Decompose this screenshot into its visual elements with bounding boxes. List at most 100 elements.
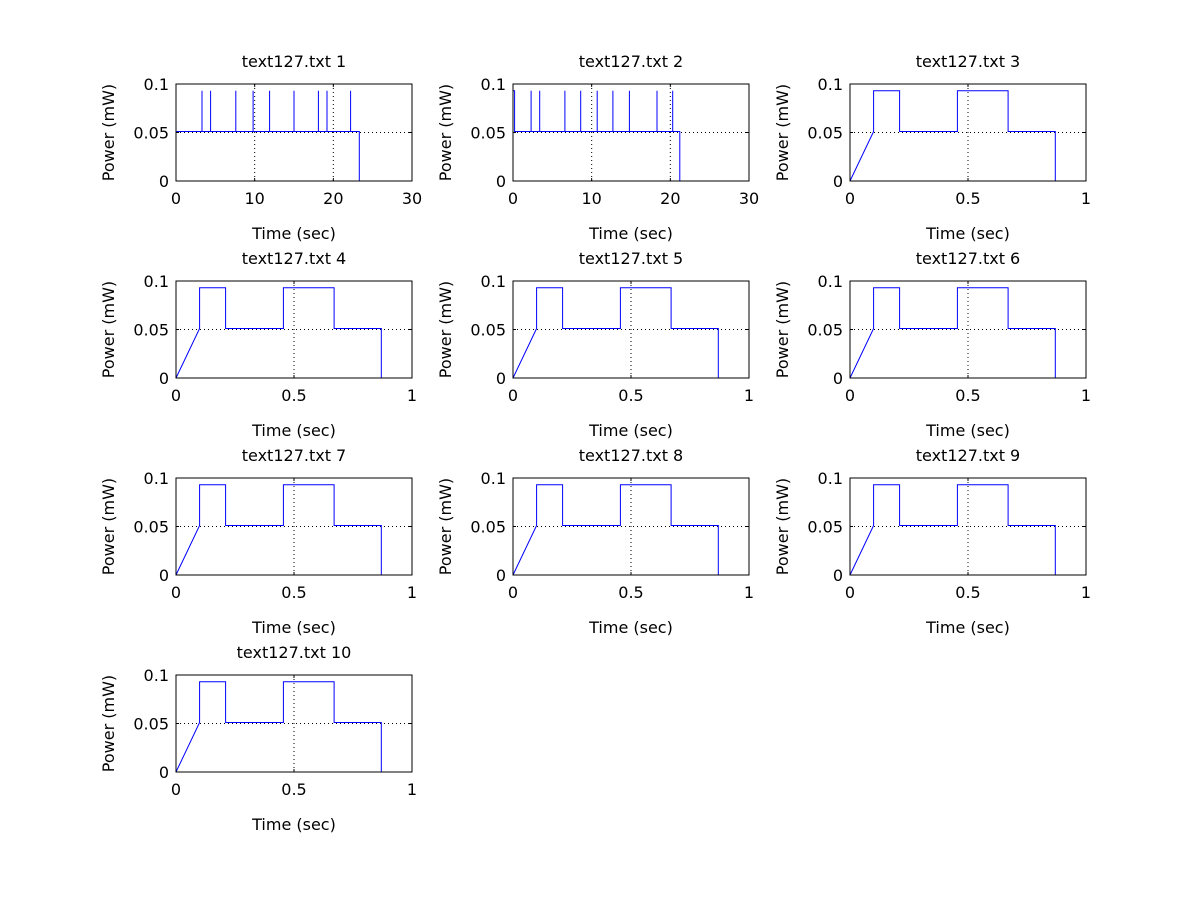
series-line [175,681,382,773]
x-tick-label: 0.5 [618,386,643,405]
x-tick-label: 1 [1081,386,1091,405]
subplot-title: text127.txt 9 [916,446,1020,465]
x-tick-label: 1 [407,780,417,799]
subplot-title: text127.txt 6 [916,249,1020,268]
y-tick-label: 0.05 [133,518,169,537]
x-tick-label: 10 [244,189,264,208]
series-line [175,484,382,576]
x-tick-label: 1 [1081,189,1091,208]
x-tick-label: 30 [739,189,759,208]
x-tick-label: 30 [402,189,422,208]
y-tick-label: 0 [159,566,169,585]
y-tick-label: 0.1 [818,469,843,488]
y-tick-label: 0.05 [470,518,506,537]
series-line [175,90,360,181]
x-axis-label: Time (sec) [588,224,673,243]
y-axis-label: Power (mW) [773,84,792,181]
y-axis-label: Power (mW) [99,281,118,378]
y-tick-label: 0.1 [818,75,843,94]
series-line [512,484,719,576]
y-tick-label: 0.1 [144,469,169,488]
x-axis-label: Time (sec) [251,815,336,834]
subplot-title: text127.txt 7 [242,446,346,465]
y-tick-label: 0.1 [144,666,169,685]
y-tick-label: 0 [496,172,506,191]
subplot-1: 0 10 20 30 0 0.05 0.1 text127.txt 1 Time (sec) Po… [99,52,422,243]
y-tick-label: 0.1 [144,75,169,94]
x-tick-label: 0 [845,386,855,405]
x-tick-label: 0 [845,583,855,602]
y-tick-label: 0 [496,369,506,388]
subplot-4: 0 0.5 1 0 0.05 0.1 text127.txt 4 Time (sec) Powe… [99,249,417,440]
series-line [849,90,1056,182]
y-axis-label: Power (mW) [99,478,118,575]
y-axis-label: Power (mW) [436,84,455,181]
x-tick-label: 0 [171,386,181,405]
x-tick-label: 10 [581,189,601,208]
y-tick-label: 0.1 [481,469,506,488]
series-line [175,287,382,379]
x-tick-label: 0 [845,189,855,208]
y-tick-label: 0 [833,566,843,585]
subplot-7: 0 0.5 1 0 0.05 0.1 text127.txt 7 Time (sec) Powe… [99,446,417,637]
x-axis-label: Time (sec) [251,224,336,243]
x-tick-label: 0.5 [955,583,980,602]
y-tick-label: 0.05 [470,321,506,340]
x-tick-label: 0 [171,189,181,208]
x-axis-label: Time (sec) [925,618,1010,637]
y-tick-label: 0.1 [818,272,843,291]
x-tick-label: 0 [171,780,181,799]
x-tick-label: 1 [407,583,417,602]
subplot-title: text127.txt 4 [242,249,346,268]
x-tick-label: 1 [744,583,754,602]
x-tick-label: 0.5 [281,386,306,405]
series-line [849,287,1056,379]
y-tick-label: 0.1 [144,272,169,291]
subplot-title: text127.txt 1 [242,52,346,71]
subplot-6: 0 0.5 1 0 0.05 0.1 text127.txt 6 Time (sec) Powe… [773,249,1091,440]
y-axis-label: Power (mW) [99,84,118,181]
x-tick-label: 0 [508,583,518,602]
y-axis-label: Power (mW) [436,478,455,575]
y-tick-label: 0 [833,369,843,388]
subplot-2: 0 10 20 30 0 0.05 0.1 text127.txt 2 Time (sec) Po… [436,52,759,243]
y-axis-label: Power (mW) [436,281,455,378]
y-tick-label: 0 [833,172,843,191]
x-axis-label: Time (sec) [251,421,336,440]
y-tick-label: 0.05 [807,321,843,340]
x-tick-label: 0.5 [955,189,980,208]
x-axis-label: Time (sec) [251,618,336,637]
subplot-title: text127.txt 5 [579,249,683,268]
x-tick-label: 0 [171,583,181,602]
y-axis-label: Power (mW) [773,478,792,575]
series-line [849,484,1056,576]
subplot-title: text127.txt 3 [916,52,1020,71]
subplot-9: 0 0.5 1 0 0.05 0.1 text127.txt 9 Time (sec) Powe… [773,446,1091,637]
y-tick-label: 0.1 [481,272,506,291]
x-tick-label: 1 [1081,583,1091,602]
subplot-5: 0 0.5 1 0 0.05 0.1 text127.txt 5 Time (sec) Powe… [436,249,754,440]
y-tick-label: 0.1 [481,75,506,94]
y-tick-label: 0.05 [807,124,843,143]
x-tick-label: 20 [323,189,343,208]
y-tick-label: 0.05 [470,124,506,143]
y-tick-label: 0 [159,172,169,191]
y-tick-label: 0.05 [133,124,169,143]
y-tick-label: 0 [159,369,169,388]
x-tick-label: 0 [508,386,518,405]
y-axis-label: Power (mW) [773,281,792,378]
subplot-8: 0 0.5 1 0 0.05 0.1 text127.txt 8 Time (sec) Powe… [436,446,754,637]
y-tick-label: 0.05 [807,518,843,537]
x-tick-label: 0.5 [281,780,306,799]
y-tick-label: 0.05 [133,715,169,734]
x-tick-label: 0.5 [955,386,980,405]
x-axis-label: Time (sec) [588,421,673,440]
x-axis-label: Time (sec) [925,421,1010,440]
y-axis-label: Power (mW) [99,675,118,772]
subplot-title: text127.txt 2 [579,52,683,71]
y-tick-label: 0.05 [133,321,169,340]
x-tick-label: 0.5 [618,583,643,602]
x-tick-label: 1 [407,386,417,405]
x-axis-label: Time (sec) [925,224,1010,243]
